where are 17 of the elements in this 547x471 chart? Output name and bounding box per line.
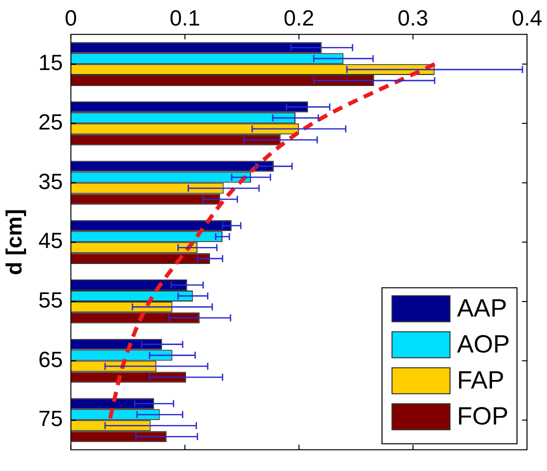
legend-label: AAP [457, 294, 508, 323]
x-tick-label: 0.4 [512, 5, 542, 30]
x-tick-label: 0.3 [398, 5, 428, 30]
legend-label: FOP [457, 402, 508, 431]
y-tick-label: 75 [38, 406, 63, 432]
y-tick-label: 65 [38, 346, 63, 372]
y-axis-title: d [cm] [1, 209, 26, 276]
x-tick-label: 0 [64, 5, 77, 30]
y-tick-label: 45 [38, 228, 63, 254]
y-tick-label: 25 [38, 109, 63, 134]
y-tick-label: 55 [38, 288, 63, 313]
y-tick-label: 15 [38, 50, 63, 76]
legend-label: AOP [457, 330, 510, 359]
y-tick-label: 35 [38, 168, 63, 194]
legend-label: FAP [457, 366, 504, 395]
x-tick-label: 0.1 [170, 5, 200, 30]
x-tick-label: 0.2 [284, 5, 314, 30]
